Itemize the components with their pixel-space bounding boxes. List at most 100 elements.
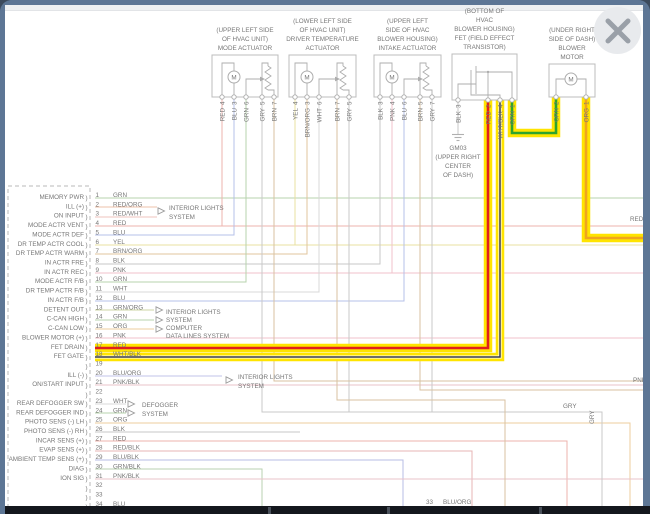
connector-wire-color: BRN/ORG (113, 248, 142, 255)
pin-number: 3 (377, 101, 384, 105)
connector-row-label: MEMORY PWR (39, 194, 84, 201)
connector-pin-number: 1 (96, 192, 100, 199)
connector-pin-number: 21 (96, 379, 104, 386)
pin-number: 5 (259, 101, 266, 105)
connector-pin-number: 30 (96, 463, 104, 470)
component-title-driver-temperature-actuator: (LOWER LEFT SIDE (293, 18, 352, 25)
window-border-top (0, 0, 650, 5)
pin-terminal (401, 94, 407, 100)
pin-wire-color: ORG (583, 108, 590, 122)
connector-pin-number: 2 (96, 201, 100, 208)
pin-number: 7 (334, 101, 341, 105)
pin-terminal (497, 97, 503, 103)
motor-icon (385, 70, 399, 84)
connector-pin-bracket: ) (86, 205, 88, 212)
connector-wire-color: RED/ORG (113, 201, 142, 208)
component-title-driver-temperature-actuator: ACTUATOR (305, 45, 340, 52)
system-label-interior-lights-2: INTERIOR LIGHTS (166, 309, 221, 316)
connector-pin-bracket: ) (86, 195, 88, 202)
component-title-fet: (BOTTOM OF (465, 8, 505, 15)
wire-wht (95, 97, 320, 293)
component-title-intake-actuator: BLOWER HOUSING) (377, 36, 438, 43)
pin-terminal (485, 97, 491, 103)
pin-terminal (259, 94, 265, 100)
pin-terminal (334, 94, 340, 100)
pin-wire-color: BLK (455, 110, 462, 123)
pin-number: 2 (553, 101, 560, 105)
connector-pin-bracket: ) (86, 467, 88, 474)
connector-row-label: FET GATE (54, 353, 84, 360)
bottom-bar-tick (387, 507, 390, 514)
pin-terminal (292, 94, 298, 100)
connector-row-label: REAR DEFOGGER SW (17, 400, 84, 407)
connector-row-label: ILL (+) (66, 203, 84, 210)
component-box-mode-actuator (211, 54, 279, 98)
connector-wire-color: PNK (113, 332, 127, 339)
connector-pin-number: 13 (96, 304, 104, 311)
connector-row-label: C-CAN HIGH (47, 316, 85, 323)
wiper-arrow-icon (260, 76, 265, 82)
connector-wire-color: GRN (113, 192, 127, 199)
wiper-arrow-icon (335, 76, 340, 82)
connector-row-label: BLOWER MOTOR (+) (22, 334, 84, 341)
connector-wire-color: GRN (113, 407, 127, 414)
connector-row-label: C-CAN LOW (48, 325, 84, 332)
wire-org (95, 422, 631, 506)
connector-pin-bracket: ) (86, 364, 88, 371)
system-label-defogger: DEFOGGER (142, 402, 178, 409)
connector-pin-number: 33 (96, 492, 104, 499)
connector-pin-bracket: ) (86, 495, 88, 502)
connector-wire-color: WHT (113, 286, 127, 293)
pin-number: 4 (292, 101, 299, 105)
connector-row-label: PHOTO SENS (-) RH (24, 428, 85, 435)
connector-pin-number: 12 (96, 295, 104, 302)
ground-label: (UPPER RIGHT (435, 154, 480, 161)
connector-pin-number: 4 (96, 220, 100, 227)
connector-pin-number: 32 (96, 482, 104, 489)
motor-m: M (304, 74, 309, 81)
connector-row-label: IN ACTR REC (44, 269, 84, 276)
pin-wire-color: BRN (334, 108, 341, 122)
connector-row-label: ON INPUT (54, 213, 84, 220)
pin-number: 2 (485, 104, 492, 108)
pin-terminal (553, 94, 559, 100)
connector-row-label: IN ACTR FRE (45, 260, 84, 267)
connector-wire-color: RED (113, 342, 127, 349)
pin-number: 5 (346, 101, 353, 105)
component-title-fet: HVAC (476, 17, 493, 24)
connector-pin-number: 17 (96, 342, 104, 349)
pin-wire-color: YEL (292, 108, 299, 120)
connector-row-label: DETENT OUT (44, 306, 84, 313)
connector-wire-color: BLU/BLK (113, 454, 140, 461)
connector-pin-number: 3 (96, 211, 100, 218)
connector-pin-number: 18 (96, 351, 104, 358)
component-title-intake-actuator: (UPPER LEFT (387, 18, 428, 25)
component-title-mode-actuator: (UPPER LEFT SIDE (216, 27, 273, 34)
pin-wire-color: WHT/BLK (497, 110, 504, 139)
system-arrow-icon (225, 376, 234, 384)
system-label-defogger: SYSTEM (142, 411, 168, 418)
pin-wire-color: BRN (271, 108, 278, 122)
connector-pin-bracket: ) (86, 476, 88, 483)
connector-wire-color: PNK/BLK (113, 379, 140, 386)
component-box-intake-actuator (373, 54, 442, 98)
wire-red (95, 440, 568, 506)
system-arrow-icon (157, 207, 166, 215)
pin-wire-color: WHT (316, 108, 323, 122)
connector-pin-number: 8 (96, 258, 100, 265)
highlight-core-fet-to-blower-grn (510, 97, 558, 135)
component-title-fet: FET (FIELD EFFECT (455, 35, 515, 42)
system-arrow-icon (155, 316, 164, 324)
connector-wire-color: BLK (113, 258, 126, 265)
bottom-bar-tick (268, 507, 271, 514)
connector-pin-bracket: ) (86, 410, 88, 417)
connector-pin-number: 9 (96, 267, 100, 274)
junction-dot (486, 70, 490, 74)
connector-pin-bracket: ) (86, 289, 88, 296)
pin-wire-color: RED (485, 111, 492, 125)
pin-number: 6 (401, 101, 408, 105)
connector-pin-number: 27 (96, 435, 104, 442)
motor-leads (555, 78, 587, 97)
close-button[interactable] (594, 7, 641, 54)
